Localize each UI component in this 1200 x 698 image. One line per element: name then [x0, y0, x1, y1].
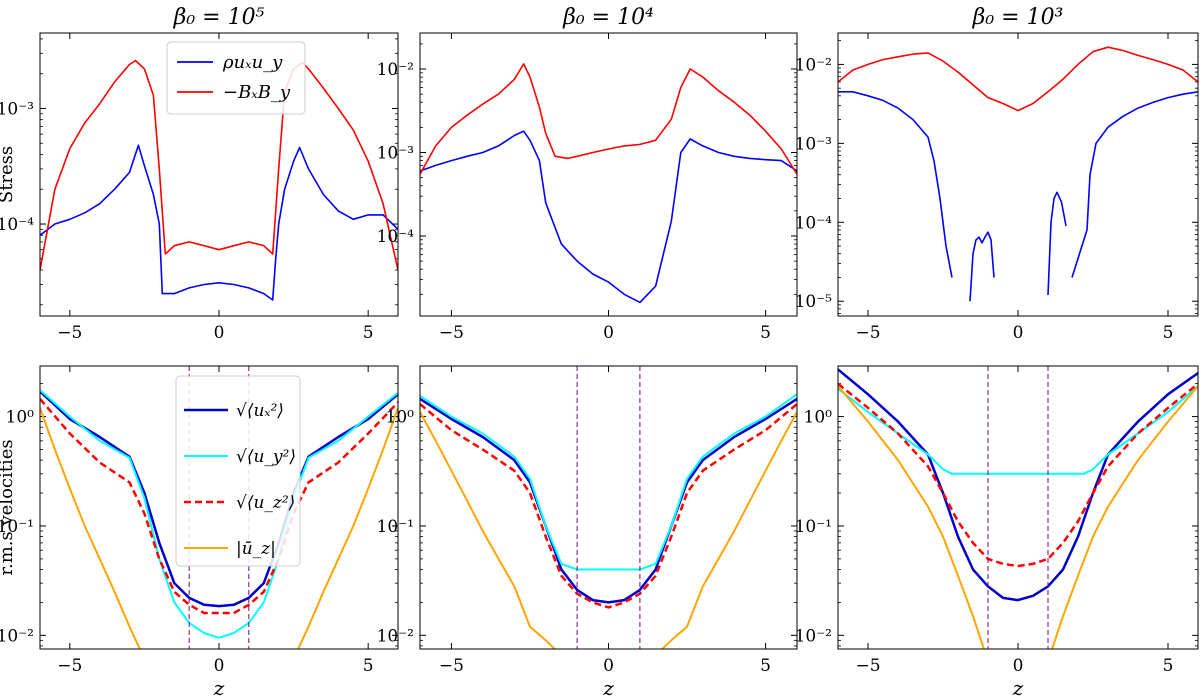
axes-frame — [837, 365, 1199, 650]
series-line — [40, 389, 398, 639]
ytick-label: 10⁻¹ — [0, 517, 34, 537]
x-axis-label: z — [602, 676, 614, 698]
xtick-label: 5 — [760, 656, 771, 676]
series-line — [1071, 91, 1198, 278]
series-group — [40, 59, 398, 301]
xtick-label: 0 — [214, 323, 225, 343]
series-line — [969, 231, 995, 302]
series-line — [420, 393, 797, 571]
series-line — [420, 130, 797, 304]
ytick-label: 10⁻² — [377, 60, 414, 80]
xtick-label: 5 — [363, 323, 374, 343]
chart-panel-bot-2: 10⁻² 10⁻¹ 10⁰ −5 0 5 z — [377, 365, 798, 698]
axes-frame — [419, 365, 798, 650]
axes-frame — [419, 32, 798, 317]
ytick-label: 10⁻² — [795, 626, 832, 646]
chart-panel-top-2: 10⁻⁴ 10⁻³ 10⁻² −5 0 5 β₀ = 10⁴ — [377, 5, 798, 343]
ytick-label: 10⁻⁵ — [795, 292, 833, 312]
series-line — [420, 403, 797, 609]
xtick-label: 5 — [1163, 323, 1174, 343]
series-line — [420, 397, 797, 604]
axes-frame — [39, 365, 399, 650]
axes-frame — [39, 32, 399, 317]
ytick-label: 10⁻⁴ — [795, 213, 833, 233]
series-line — [40, 398, 398, 615]
legend-label: |ū_z| — [236, 539, 276, 559]
ytick-label: 10⁻² — [795, 55, 832, 75]
ytick-label: 10⁻² — [0, 626, 34, 646]
y-axis-label: r.m.s velocities — [0, 439, 17, 575]
legend-label: √⟨u_z²⟩ — [236, 493, 295, 513]
x-axis-label: z — [1012, 676, 1024, 698]
legend-box — [175, 375, 301, 567]
legend-box — [166, 41, 306, 115]
ytick-label: 10⁰ — [386, 408, 415, 428]
xtick-label: −5 — [855, 323, 880, 343]
panel-title: β₀ = 10⁴ — [562, 5, 654, 30]
series-line — [838, 385, 1198, 475]
series-group — [420, 63, 797, 304]
series-group — [838, 368, 1198, 649]
ytick-label: 10⁻² — [377, 626, 414, 646]
legend-label: −BₓB_y — [223, 82, 291, 103]
xtick-label: 0 — [603, 323, 614, 343]
ytick-label: 10⁰ — [804, 408, 833, 428]
chart-panel-top-1: 10⁻⁴ 10⁻³ −5 0 5 β₀ = 10⁵ Stress ρuₓu_y −BₓB_y — [0, 5, 399, 343]
panel-title: β₀ = 10⁵ — [173, 5, 265, 30]
series-line — [1051, 385, 1198, 649]
series-line — [40, 59, 398, 271]
x-axis-label: z — [213, 676, 225, 698]
ytick-label: 10⁰ — [6, 408, 35, 428]
series-line — [40, 407, 141, 649]
xtick-label: 0 — [603, 656, 614, 676]
series-line — [297, 407, 398, 649]
series-line — [838, 385, 985, 649]
ytick-label: 10⁻¹ — [795, 517, 832, 537]
ytick-label: 10⁻³ — [0, 99, 34, 119]
series-line — [420, 411, 557, 649]
ytick-label: 10⁻³ — [377, 143, 414, 163]
series-line — [660, 411, 797, 649]
series-line — [40, 144, 398, 301]
series-group — [838, 46, 1198, 302]
xtick-label: −5 — [855, 656, 880, 676]
series-line — [1047, 191, 1067, 296]
xtick-label: 0 — [1013, 656, 1024, 676]
chart-panel-bot-3: 10⁻² 10⁻¹ 10⁰ −5 0 5 z — [795, 365, 1199, 698]
xtick-label: 0 — [214, 656, 225, 676]
legend-label: √⟨u_y²⟩ — [236, 447, 296, 467]
xtick-label: −5 — [439, 656, 464, 676]
ytick-label: 10⁻⁴ — [377, 227, 415, 247]
ytick-label: 10⁻¹ — [377, 517, 414, 537]
xtick-label: −5 — [439, 323, 464, 343]
legend-label: √⟨uₓ²⟩ — [236, 401, 284, 421]
legend-label: ρuₓu_y — [222, 52, 283, 73]
xtick-label: 5 — [760, 323, 771, 343]
y-axis-label: Stress — [0, 146, 17, 203]
series-line — [838, 46, 1198, 112]
ytick-label: 10⁻³ — [795, 134, 832, 154]
chart-panel-bot-1: 10⁻² 10⁻¹ 10⁰ −5 0 5 r.m.s velocities z √⟨uₓ²⟩ √⟨… — [0, 365, 399, 698]
xtick-label: −5 — [57, 323, 82, 343]
ytick-label: 10⁻⁴ — [0, 215, 34, 235]
series-line — [420, 63, 797, 175]
series-line — [838, 382, 1198, 568]
series-line — [838, 91, 953, 278]
xtick-label: −5 — [57, 656, 82, 676]
xtick-label: 5 — [1163, 656, 1174, 676]
chart-panel-top-3: 10⁻⁵ 10⁻⁴ 10⁻³ 10⁻² −5 0 5 β₀ = 10³ — [795, 5, 1199, 343]
axes-frame — [837, 32, 1199, 317]
xtick-label: 5 — [363, 656, 374, 676]
xtick-label: 0 — [1013, 323, 1024, 343]
series-group — [40, 389, 398, 649]
panel-title: β₀ = 10³ — [972, 5, 1064, 30]
series-group — [420, 393, 797, 649]
